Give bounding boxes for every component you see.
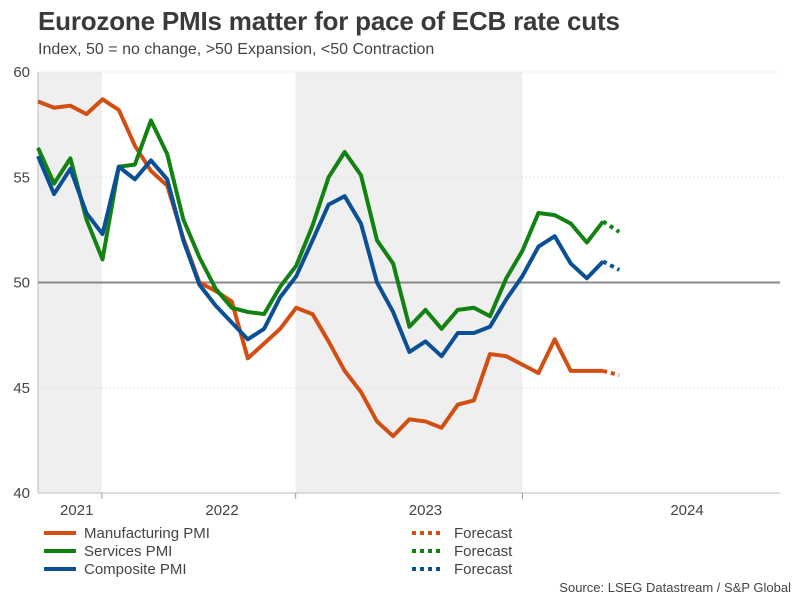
legend-item-services: Services PMI bbox=[44, 543, 172, 560]
legend-forecast-manufacturing: Forecast bbox=[412, 525, 513, 542]
y-tick-label-55: 55 bbox=[13, 169, 30, 186]
legend-label-composite: Composite PMI bbox=[84, 561, 187, 578]
series-composite bbox=[36, 155, 621, 359]
series-forecast-manufacturing bbox=[602, 368, 620, 378]
chart-subtitle: Index, 50 = no change, >50 Expansion, <5… bbox=[38, 41, 435, 58]
legend-label-manufacturing: Manufacturing PMI bbox=[84, 525, 210, 542]
x-tick-label-2021: 2021 bbox=[60, 502, 93, 519]
series-forecast-services bbox=[602, 219, 621, 234]
x-tick-label-2024: 2024 bbox=[670, 502, 703, 519]
legend-forecast-label-composite: Forecast bbox=[454, 561, 513, 578]
series-services bbox=[36, 118, 621, 331]
series-line-composite bbox=[36, 155, 605, 359]
y-tick-label-60: 60 bbox=[13, 64, 30, 81]
legend-item-manufacturing: Manufacturing PMI bbox=[44, 525, 210, 542]
series-line-services bbox=[36, 118, 605, 331]
legend-forecast-label-services: Forecast bbox=[454, 543, 513, 560]
chart-title: Eurozone PMIs matter for pace of ECB rat… bbox=[38, 6, 620, 36]
series-forecast-composite bbox=[602, 259, 621, 272]
source-note: Source: LSEG Datastream / S&P Global bbox=[559, 580, 791, 595]
series-manufacturing bbox=[37, 97, 620, 439]
legend-forecast-composite: Forecast bbox=[412, 561, 513, 578]
x-tick-label-2023: 2023 bbox=[409, 502, 442, 519]
x-tick-label-2022: 2022 bbox=[205, 502, 238, 519]
y-tick-label-50: 50 bbox=[13, 275, 30, 292]
legend-item-composite: Composite PMI bbox=[44, 561, 187, 578]
series-line-manufacturing bbox=[37, 97, 604, 439]
y-tick-label-40: 40 bbox=[13, 485, 30, 502]
legend-forecast-services: Forecast bbox=[412, 543, 513, 560]
legend-label-services: Services PMI bbox=[84, 543, 172, 560]
legend-forecast-label-manufacturing: Forecast bbox=[454, 525, 513, 542]
y-tick-label-45: 45 bbox=[13, 380, 30, 397]
